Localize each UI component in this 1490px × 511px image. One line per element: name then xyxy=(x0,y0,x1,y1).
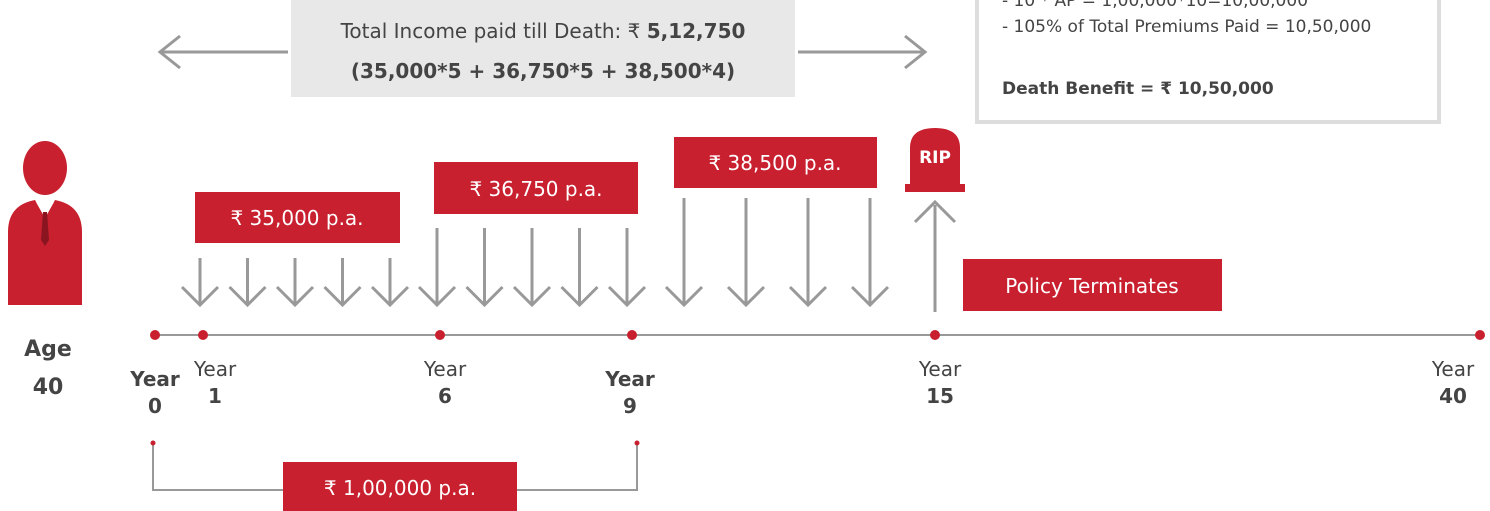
arrow-head xyxy=(788,285,828,308)
arrow-head xyxy=(323,285,362,308)
payout-label: ₹ 35,000 p.a. xyxy=(230,206,363,230)
tombstone-base xyxy=(905,184,965,192)
premium-box xyxy=(283,462,517,511)
year-value: 15 xyxy=(926,384,954,408)
arrow-head xyxy=(180,285,220,308)
year-dot xyxy=(930,330,940,340)
arrow-head xyxy=(607,285,647,308)
year-label: Year xyxy=(423,357,467,381)
year-label: Year xyxy=(604,367,655,391)
year-value: 6 xyxy=(438,384,452,408)
year-dot xyxy=(198,330,208,340)
summary-box xyxy=(291,0,795,97)
arrow-head xyxy=(664,285,704,308)
year-label: Year xyxy=(129,367,180,391)
summary-formula: (35,000*5 + 36,750*5 + 38,500*4) xyxy=(351,59,735,83)
person-icon xyxy=(8,141,82,305)
benefit-line: - 105% of Total Premiums Paid = 10,50,00… xyxy=(1002,17,1371,37)
premium-bracket xyxy=(150,440,640,491)
arrow-head xyxy=(275,285,315,308)
payout-label: ₹ 38,500 p.a. xyxy=(708,151,841,175)
arrow-head xyxy=(850,285,890,308)
year-label: Year xyxy=(1431,357,1475,381)
year-label: Year xyxy=(193,357,237,381)
year-markers: Year 0 Year 1 Year 6 Year 9 Year 15 Year 40 xyxy=(129,330,1485,418)
year-value: 9 xyxy=(623,394,637,418)
payout-box xyxy=(195,192,400,243)
benefit-total: Death Benefit = ₹ 10,50,000 xyxy=(1002,79,1274,99)
premium-label: ₹ 1,00,000 p.a. xyxy=(324,476,476,500)
payout-label: ₹ 36,750 p.a. xyxy=(469,177,602,201)
termination-box xyxy=(963,259,1222,311)
payout-box xyxy=(674,137,877,188)
arrow-head xyxy=(560,285,599,308)
tombstone-icon xyxy=(910,128,960,190)
tombstone-text: RIP xyxy=(919,148,951,168)
arrow-head xyxy=(417,285,457,308)
summary-text: Total Income paid till Death: ₹ 5,12,750 xyxy=(340,19,746,43)
age-value: 40 xyxy=(33,375,64,400)
termination-label: Policy Terminates xyxy=(1005,274,1178,298)
year-value: 1 xyxy=(208,384,222,408)
arrow-head xyxy=(465,285,504,308)
arrow-head xyxy=(726,285,766,308)
year-dot xyxy=(435,330,445,340)
year-dot xyxy=(1475,330,1485,340)
year-dot xyxy=(150,330,160,340)
benefit-line: - 10 * AP = 1,00,000*10=10,00,000 xyxy=(1002,0,1308,11)
arrow-head xyxy=(228,285,267,308)
year-label: Year xyxy=(918,357,962,381)
age-label: Age xyxy=(24,337,72,362)
death-arrow xyxy=(913,199,957,312)
year-dot xyxy=(627,330,637,340)
arrow-head xyxy=(370,285,410,308)
year-value: 40 xyxy=(1439,384,1467,408)
year-value: 0 xyxy=(148,394,162,418)
span-arrows xyxy=(157,34,928,70)
arrow-head xyxy=(512,285,552,308)
benefit-box xyxy=(975,0,1441,124)
payout-box xyxy=(434,162,638,214)
payout-arrows xyxy=(180,198,890,308)
